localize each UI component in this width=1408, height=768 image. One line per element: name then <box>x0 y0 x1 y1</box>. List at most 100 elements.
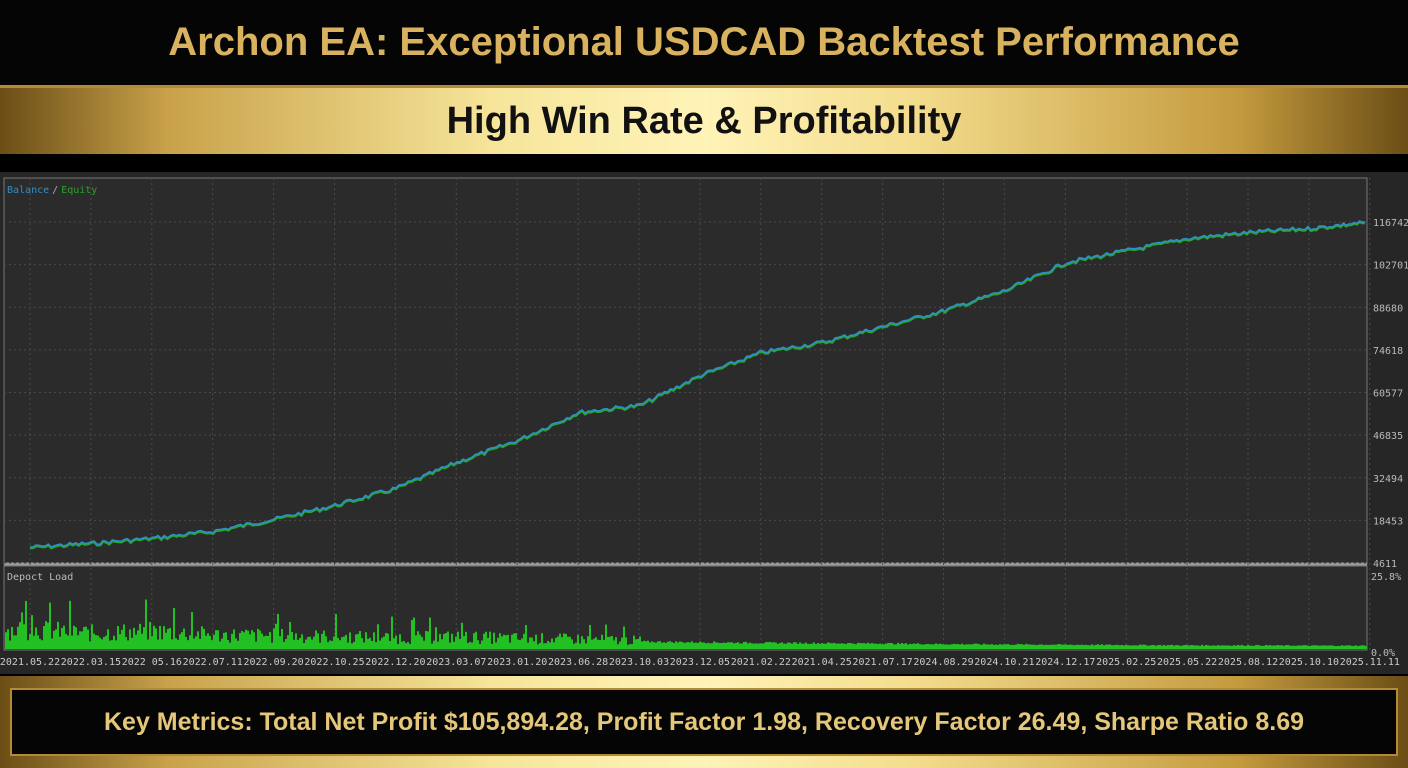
load-bar <box>1213 645 1215 649</box>
load-bar <box>73 625 75 649</box>
load-bar <box>115 640 117 649</box>
load-bar <box>951 644 953 649</box>
load-bar <box>545 643 547 649</box>
load-bar <box>95 635 97 649</box>
load-bar <box>445 633 447 649</box>
load-bar <box>817 643 819 649</box>
x-tick-label: 2023.01.20 <box>487 657 547 668</box>
load-bar <box>891 643 893 649</box>
load-bar <box>209 635 211 649</box>
load-bar <box>101 639 103 649</box>
load-bar <box>635 639 637 649</box>
load-bar <box>49 602 51 649</box>
load-bar <box>915 643 917 649</box>
load-bar <box>85 626 87 649</box>
load-bar <box>843 643 845 649</box>
load-bar <box>1019 644 1021 649</box>
load-bar <box>47 622 49 649</box>
load-bar <box>475 631 477 649</box>
load-bar <box>113 635 115 649</box>
load-bar <box>1027 644 1029 649</box>
load-bar <box>899 643 901 649</box>
footer: Key Metrics: Total Net Profit $105,894.2… <box>0 676 1408 768</box>
load-bar <box>1007 643 1009 649</box>
load-bar <box>661 642 663 649</box>
load-bar <box>141 633 143 649</box>
load-bar <box>1189 645 1191 649</box>
x-tick-label: 2022.07.11 <box>183 657 243 668</box>
load-bar <box>443 633 445 649</box>
load-bar <box>691 641 693 649</box>
load-bar <box>1353 645 1355 649</box>
load-bar <box>201 626 203 649</box>
load-bar <box>1169 645 1171 649</box>
load-bar <box>1059 644 1061 649</box>
load-bar <box>291 631 293 649</box>
load-bar <box>1251 645 1253 649</box>
load-bar <box>573 643 575 649</box>
load-bar <box>331 640 333 649</box>
load-bar <box>43 626 45 649</box>
load-bar <box>215 630 217 649</box>
load-bar <box>27 640 29 649</box>
load-bar <box>71 635 73 649</box>
x-tick-label: 2025.10.10 <box>1279 657 1339 668</box>
load-bar <box>1017 643 1019 649</box>
load-bar <box>63 625 65 649</box>
load-bar <box>1311 645 1313 649</box>
load-bar <box>665 642 667 649</box>
load-bar <box>1109 644 1111 649</box>
load-bar <box>89 641 91 649</box>
load-bar <box>1323 645 1325 649</box>
load-bar <box>1317 645 1319 649</box>
load-bar <box>1139 644 1141 649</box>
load-bar <box>247 630 249 649</box>
load-bar <box>317 633 319 649</box>
load-bar <box>341 637 343 649</box>
load-bar <box>263 636 265 649</box>
load-bar <box>489 631 491 649</box>
load-bar <box>381 637 383 649</box>
load-bar <box>423 640 425 649</box>
load-bar <box>1203 645 1205 649</box>
load-bar <box>1271 645 1273 649</box>
load-label: Depoct Load <box>7 572 73 583</box>
load-bar <box>617 644 619 649</box>
load-bar <box>851 643 853 649</box>
load-bar <box>1085 644 1087 649</box>
load-bar <box>119 634 121 649</box>
load-bar <box>731 642 733 649</box>
load-bar <box>945 644 947 649</box>
load-bar <box>865 643 867 649</box>
load-bar <box>23 624 25 649</box>
load-bar <box>1013 644 1015 649</box>
load-bar <box>657 641 659 649</box>
load-bar <box>1039 644 1041 649</box>
load-bar <box>815 644 817 649</box>
load-bar <box>1217 645 1219 649</box>
load-bar <box>279 636 281 649</box>
load-bar <box>105 635 107 649</box>
load-bar <box>109 640 111 649</box>
load-bar <box>725 642 727 649</box>
load-bar <box>1287 645 1289 649</box>
load-bar <box>1077 644 1079 649</box>
load-bar <box>1089 645 1091 649</box>
load-bar <box>935 643 937 649</box>
load-bar <box>1131 645 1133 649</box>
load-bar <box>1073 645 1075 649</box>
load-bar <box>1115 644 1117 649</box>
load-bar <box>561 637 563 649</box>
load-bar <box>283 641 285 649</box>
load-bar <box>787 642 789 649</box>
load-bar <box>553 642 555 649</box>
load-bar <box>145 599 147 649</box>
load-bar <box>589 625 591 649</box>
load-bar <box>329 640 331 649</box>
load-bar <box>853 643 855 649</box>
load-bar <box>219 641 221 649</box>
load-bar <box>491 643 493 649</box>
load-bar <box>189 635 191 649</box>
load-bar <box>649 642 651 649</box>
load-bar <box>383 636 385 649</box>
